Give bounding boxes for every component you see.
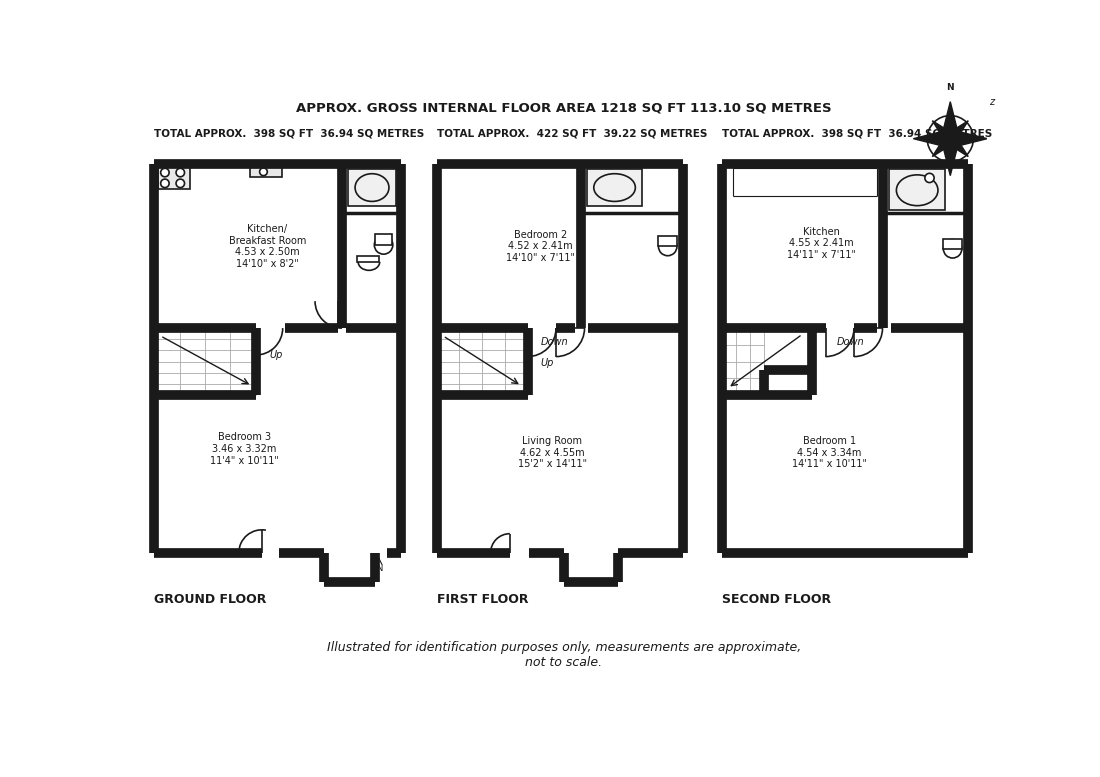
Polygon shape (942, 138, 959, 176)
Text: TOTAL APPROX.  422 SQ FT  39.22 SQ METRES: TOTAL APPROX. 422 SQ FT 39.22 SQ METRES (437, 128, 707, 138)
Polygon shape (913, 130, 950, 148)
Circle shape (927, 116, 974, 162)
Circle shape (176, 169, 185, 177)
Circle shape (942, 130, 959, 148)
Text: Kitchen
4.55 x 2.41m
14'11" x 7'11": Kitchen 4.55 x 2.41m 14'11" x 7'11" (788, 227, 856, 260)
Circle shape (925, 173, 934, 183)
Polygon shape (942, 102, 959, 138)
Text: Bedroom 2
4.52 x 2.41m
14'10" x 7'11": Bedroom 2 4.52 x 2.41m 14'10" x 7'11" (506, 230, 575, 263)
Bar (250, 166, 282, 177)
Bar (659, 236, 676, 246)
Text: Kitchen/
Breakfast Room
4.53 x 2.50m
14'10" x 8'2": Kitchen/ Breakfast Room 4.53 x 2.50m 14'… (229, 224, 306, 269)
Polygon shape (946, 134, 968, 157)
Text: Living Room
4.62 x 4.55m
15'2" x 14'11": Living Room 4.62 x 4.55m 15'2" x 14'11" (518, 436, 586, 469)
Bar (348, 169, 396, 207)
Bar (944, 239, 961, 249)
Polygon shape (946, 120, 968, 143)
Text: Down: Down (837, 337, 865, 347)
Text: TOTAL APPROX.  398 SQ FT  36.94 SQ METRES: TOTAL APPROX. 398 SQ FT 36.94 SQ METRES (154, 128, 425, 138)
Bar (358, 256, 378, 262)
Circle shape (176, 179, 185, 187)
Text: Bedroom 3
3.46 x 3.32m
11'4" x 10'11": Bedroom 3 3.46 x 3.32m 11'4" x 10'11" (210, 432, 278, 465)
Text: z: z (989, 96, 994, 106)
Text: APPROX. GROSS INTERNAL FLOOR AREA 1218 SQ FT 113.10 SQ METRES: APPROX. GROSS INTERNAL FLOOR AREA 1218 S… (296, 101, 832, 114)
Polygon shape (933, 120, 955, 143)
Text: SECOND FLOOR: SECOND FLOOR (722, 593, 830, 605)
Polygon shape (933, 134, 955, 157)
Circle shape (374, 235, 393, 254)
Circle shape (659, 237, 676, 256)
Circle shape (161, 179, 169, 187)
Bar (587, 169, 642, 207)
Text: Bedroom 1
4.54 x 3.34m
14'11" x 10'11": Bedroom 1 4.54 x 3.34m 14'11" x 10'11" (792, 436, 867, 469)
Text: GROUND FLOOR: GROUND FLOOR (154, 593, 266, 605)
Circle shape (161, 169, 169, 177)
Circle shape (260, 168, 267, 176)
Bar (158, 166, 190, 190)
Text: FIRST FLOOR: FIRST FLOOR (437, 593, 528, 605)
Circle shape (944, 239, 961, 258)
Text: Down: Down (541, 337, 569, 347)
Bar (375, 234, 392, 245)
Polygon shape (950, 130, 988, 148)
Text: Up: Up (541, 357, 554, 368)
Text: N: N (946, 83, 954, 92)
Bar (890, 169, 945, 211)
Text: TOTAL APPROX.  398 SQ FT  36.94 SQ METRES: TOTAL APPROX. 398 SQ FT 36.94 SQ METRES (722, 128, 992, 138)
Text: IN: IN (374, 564, 384, 573)
Text: Illustrated for identification purposes only, measurements are approximate,
not : Illustrated for identification purposes … (327, 640, 801, 668)
Text: Up: Up (270, 350, 283, 360)
